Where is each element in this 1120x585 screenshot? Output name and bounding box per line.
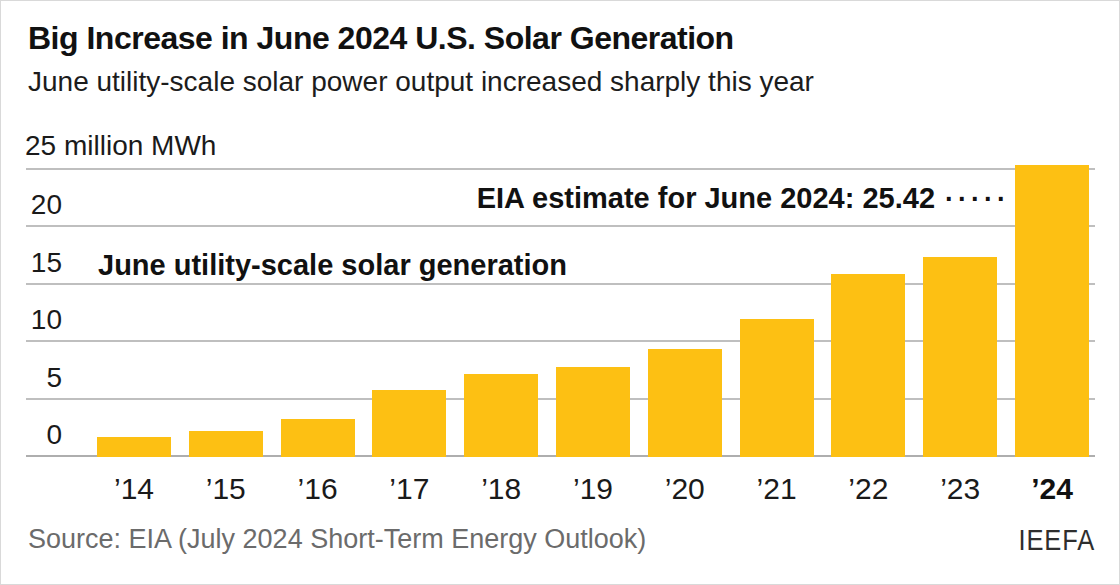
bar-15 — [189, 431, 263, 457]
ieefa-logo-text: IEEFA — [1018, 523, 1095, 557]
chart-page: { "header": { "title": "Big Increase in … — [0, 0, 1120, 585]
y-axis-tick-label-10: 10 — [18, 305, 62, 335]
x-axis-label-14: ’14 — [88, 472, 180, 506]
x-axis-label-15: ’15 — [180, 472, 272, 506]
y-axis-tick-label-20: 20 — [18, 190, 62, 220]
x-axis-label-21: ’21 — [731, 472, 823, 506]
bar-23 — [923, 257, 997, 457]
y-axis-tick-label-5: 5 — [18, 363, 62, 393]
x-axis-label-18: ’18 — [455, 472, 547, 506]
x-axis-label-24: ’24 — [1006, 472, 1098, 506]
y-axis-tick-label-0: 0 — [18, 420, 62, 450]
bar-21 — [740, 319, 814, 457]
gridline-y20 — [26, 225, 1095, 227]
bar-14 — [97, 437, 171, 457]
x-axis-label-20: ’20 — [639, 472, 731, 506]
estimate-annotation-text: EIA estimate for June 2024: 25.42 — [477, 182, 935, 214]
estimate-annotation: EIA estimate for June 2024: 25.42 ····· — [477, 182, 1010, 215]
bar-24 — [1015, 165, 1089, 457]
bar-22 — [831, 274, 905, 457]
x-axis-label-19: ’19 — [547, 472, 639, 506]
y-axis-tick-label-15: 15 — [18, 248, 62, 278]
x-axis-label-23: ’23 — [914, 472, 1006, 506]
x-axis-label-16: ’16 — [272, 472, 364, 506]
bar-chart-plot-area: 25 million MWh 05101520 ’14’15’16’17’18’… — [0, 0, 1120, 585]
source-credit: Source: EIA (July 2024 Short-Term Energy… — [28, 524, 646, 555]
gridline-y25 — [26, 168, 1095, 170]
x-axis-label-17: ’17 — [363, 472, 455, 506]
x-axis-label-22: ’22 — [822, 472, 914, 506]
bar-20 — [648, 349, 722, 457]
bar-17 — [372, 390, 446, 457]
bar-19 — [556, 367, 630, 457]
dotted-leader: ····· — [945, 184, 1010, 214]
y-axis-top-tick-label: 25 million MWh — [25, 131, 216, 161]
series-label-annotation: June utility-scale solar generation — [98, 249, 567, 282]
bar-16 — [281, 419, 355, 457]
bar-18 — [464, 374, 538, 457]
